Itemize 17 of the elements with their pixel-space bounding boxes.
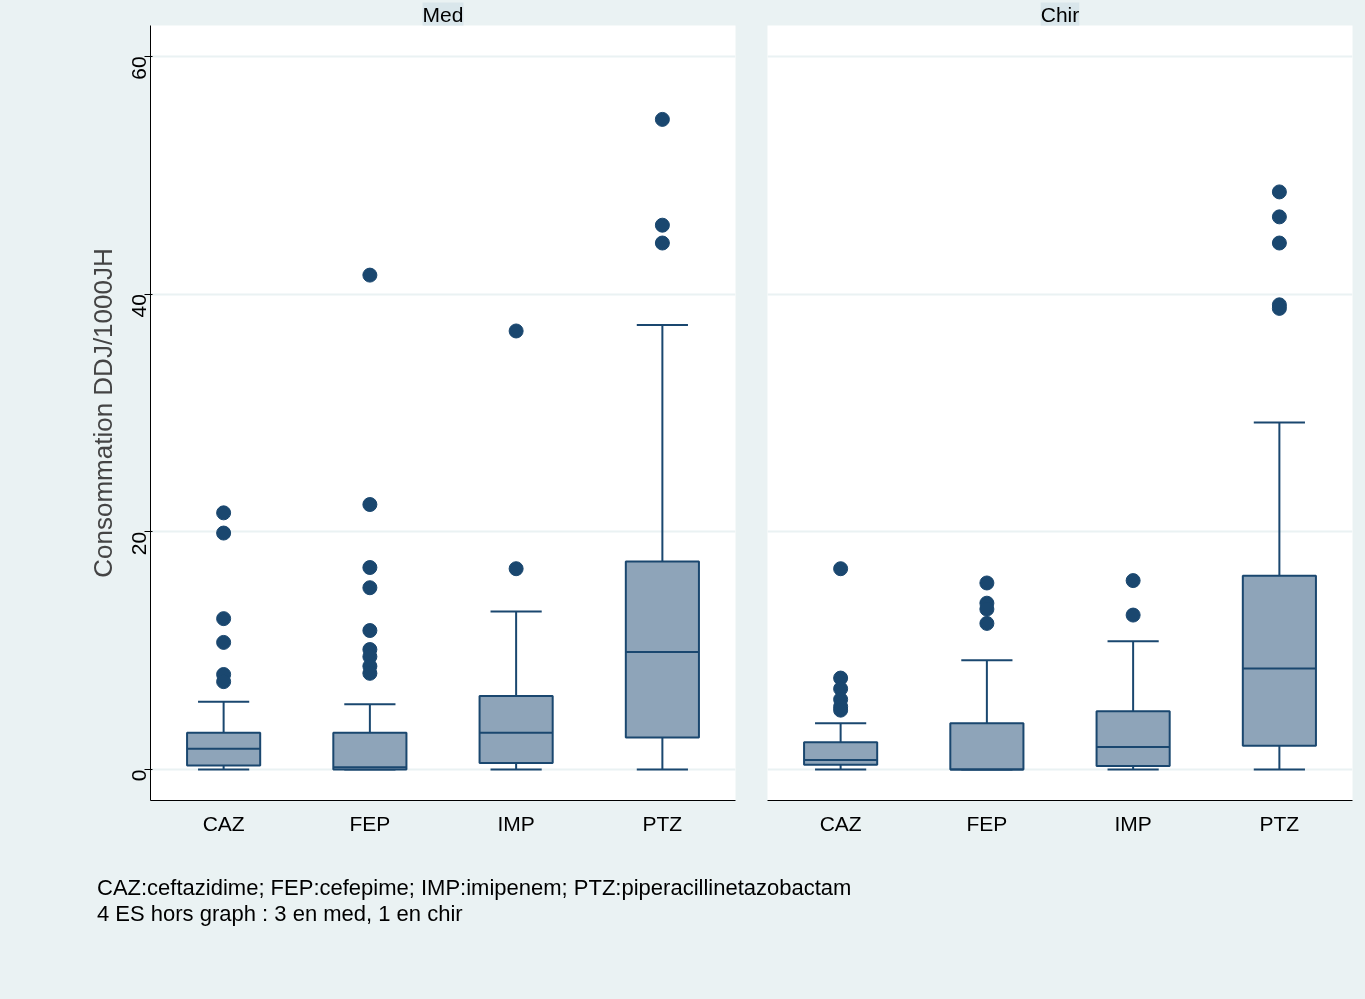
chart-title: Chir bbox=[1040, 2, 1080, 26]
y-tick-label: 20 bbox=[127, 531, 151, 556]
text: CAZ:ceftazidime; FEP:cefepime; IMP:imipenem; PTZ:piperacillinetazobactam bbox=[97, 875, 852, 900]
y-tick-label: 0 bbox=[127, 769, 151, 782]
x-tick-label: IMP bbox=[1114, 811, 1152, 835]
x-tick-label: CAZ bbox=[819, 811, 862, 835]
x-tick-label: PTZ bbox=[1259, 811, 1300, 835]
x-tick-label: FEP bbox=[966, 811, 1008, 835]
x-tick-label: IMP bbox=[497, 811, 535, 835]
text: 4 ES hors graph : 3 en med, 1 en chir bbox=[97, 901, 463, 926]
x-tick-label: FEP bbox=[349, 811, 391, 835]
y-axis-title: Consommation DDJ/1000JH bbox=[87, 248, 118, 578]
x-tick-label: PTZ bbox=[642, 811, 683, 835]
x-tick-label: CAZ bbox=[202, 811, 245, 835]
y-tick-label: 40 bbox=[127, 294, 151, 318]
y-tick-label: 60 bbox=[127, 56, 151, 80]
chart-title: Med bbox=[422, 2, 464, 26]
